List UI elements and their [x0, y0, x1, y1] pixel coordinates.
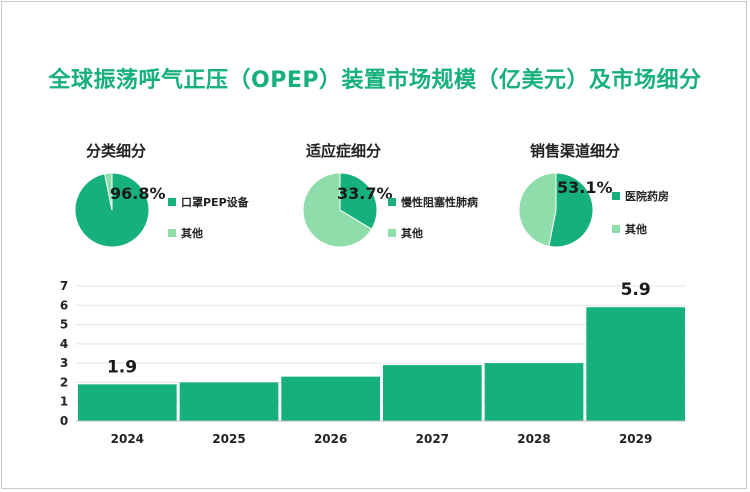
pie-slice [518, 172, 557, 247]
pie-heading-category: 分类细分 [86, 142, 147, 160]
legend-swatch [168, 198, 176, 206]
bar [179, 382, 279, 421]
x-tick-label: 2029 [619, 432, 652, 446]
x-tick-label: 2026 [314, 432, 347, 446]
bar [281, 376, 380, 421]
data-label: 1.9 [107, 357, 137, 377]
pie-slice [548, 172, 594, 248]
x-tick-label: 2024 [111, 432, 144, 446]
pie-chart-channel [518, 172, 594, 248]
y-tick-label: 6 [60, 298, 68, 312]
legend-label: 慢性阻塞性肺病 [401, 196, 478, 209]
legend-swatch [168, 229, 176, 237]
legend-item: 其他 [388, 225, 423, 241]
pie-heading-channel: 销售渠道细分 [530, 142, 621, 160]
pie-percent-label: 96.8% [110, 184, 166, 203]
legend-item: 其他 [612, 221, 647, 237]
bar-chart: 0 1 2 3 4 5 6 7 2024 1.9 2025 2026 2027 2028 2029 5.9 [60, 279, 686, 446]
legend-item: 口罩PEP设备 [168, 194, 249, 210]
legend-label: 其他 [401, 227, 423, 240]
legend-item: 慢性阻塞性肺病 [388, 194, 478, 210]
pie-percent-label: 33.7% [337, 184, 393, 203]
y-tick-label: 4 [60, 337, 68, 351]
y-tick-label: 7 [60, 279, 68, 293]
legend-label: 其他 [625, 223, 647, 236]
pie-slice [302, 172, 373, 248]
bar [586, 307, 685, 421]
y-tick-label: 5 [60, 318, 68, 332]
legend-label: 医院药房 [625, 190, 669, 203]
legend-swatch [612, 192, 620, 200]
y-tick-label: 0 [60, 414, 68, 428]
x-tick-label: 2025 [212, 432, 245, 446]
legend-swatch [388, 198, 396, 206]
data-label: 5.9 [621, 280, 651, 300]
x-tick-label: 2028 [517, 432, 550, 446]
legend-swatch [612, 225, 620, 233]
pie-chart-category [74, 172, 150, 248]
pie-percent-label: 53.1% [557, 178, 613, 197]
pie-heading-indication: 适应症细分 [306, 142, 382, 160]
page-title: 全球振荡呼气正压（OPEP）装置市场规模（亿美元）及市场细分 [48, 68, 702, 93]
pie-slice [104, 172, 113, 211]
bar [383, 365, 482, 421]
x-tick-label: 2027 [416, 432, 449, 446]
pie-chart-indication [302, 172, 378, 248]
legend-label: 口罩PEP设备 [181, 196, 249, 209]
bar [78, 384, 177, 421]
y-tick-label: 3 [60, 356, 68, 370]
legend-label: 其他 [181, 227, 203, 240]
bar [484, 363, 584, 421]
y-tick-label: 2 [60, 375, 68, 389]
legend-item: 其他 [168, 225, 203, 241]
y-tick-label: 1 [60, 395, 68, 409]
legend-swatch [388, 229, 396, 237]
legend-item: 医院药房 [612, 188, 669, 204]
